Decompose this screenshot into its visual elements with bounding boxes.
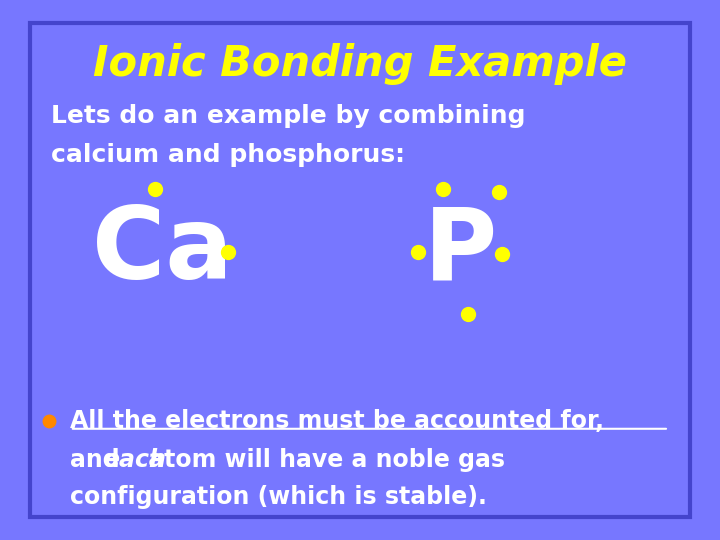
Text: Lets do an example by combining: Lets do an example by combining: [51, 104, 526, 129]
Text: configuration (which is stable).: configuration (which is stable).: [70, 485, 487, 509]
Text: Ionic Bonding Example: Ionic Bonding Example: [93, 43, 627, 85]
Text: All the electrons must be accounted for,: All the electrons must be accounted for,: [70, 409, 604, 433]
Text: and: and: [70, 448, 127, 472]
Text: each: each: [103, 448, 166, 472]
Text: Ca: Ca: [91, 203, 233, 300]
Text: atom will have a noble gas: atom will have a noble gas: [140, 448, 505, 472]
Text: calcium and phosphorus:: calcium and phosphorus:: [51, 144, 405, 167]
Text: P: P: [424, 203, 498, 300]
